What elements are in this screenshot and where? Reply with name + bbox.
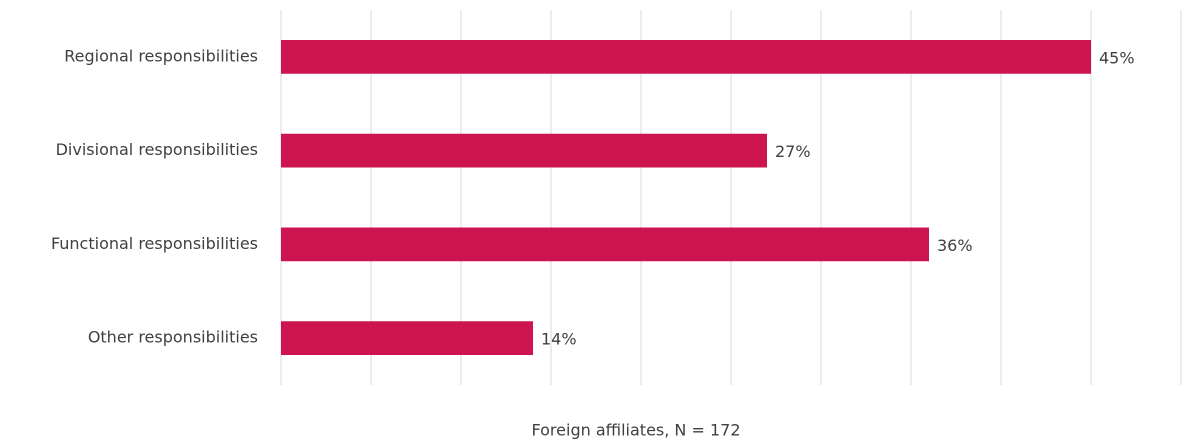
y-tick-label: Regional responsibilities xyxy=(64,46,258,65)
bar xyxy=(281,133,767,168)
data-label: 45% xyxy=(1099,48,1135,67)
data-label: 27% xyxy=(775,142,811,161)
bar xyxy=(281,227,929,262)
x-axis-label: Foreign affiliates, N = 172 xyxy=(532,421,741,440)
data-label: 36% xyxy=(937,236,973,255)
bar xyxy=(281,40,1091,74)
y-tick-label: Functional responsibilities xyxy=(51,234,258,253)
data-label: 14% xyxy=(541,330,577,349)
y-tick-label: Other responsibilities xyxy=(88,328,258,347)
y-tick-label: Divisional responsibilities xyxy=(56,140,258,159)
bar xyxy=(281,321,533,355)
